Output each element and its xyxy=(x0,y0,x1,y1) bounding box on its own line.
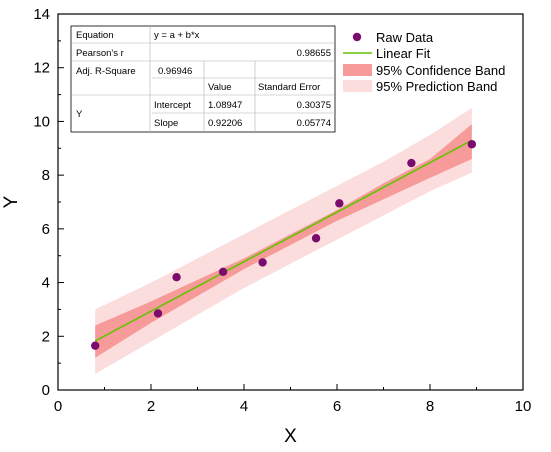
data-point xyxy=(258,258,267,267)
y-tick-label: 8 xyxy=(42,167,50,184)
legend-prediction-band-label: 95% Prediction Band xyxy=(376,79,497,94)
x-tick-label: 2 xyxy=(147,398,155,415)
fit-statistics-table: Equation y = a + b*x Pearson's r 0.98655… xyxy=(70,25,336,133)
y-tick-label: 10 xyxy=(33,113,50,130)
data-point xyxy=(172,273,181,282)
data-point xyxy=(153,309,163,318)
legend: Raw Data Linear Fit 95% Confidence Band … xyxy=(343,30,505,94)
legend-linear-fit-label: Linear Fit xyxy=(376,46,431,61)
data-point xyxy=(467,140,477,149)
stats-stderr-header: Standard Error xyxy=(258,82,320,93)
y-tick-label: 2 xyxy=(42,328,50,345)
stats-pearson-value: 0.98655 xyxy=(297,48,331,59)
x-tick-label: 0 xyxy=(54,398,62,415)
y-tick-label: 6 xyxy=(42,221,50,238)
fit-line-layer xyxy=(94,139,473,342)
stats-equation-label: Equation xyxy=(76,30,114,41)
stats-intercept-label: Intercept xyxy=(154,100,191,111)
y-tick-label: 4 xyxy=(42,275,50,292)
x-tick-label: 10 xyxy=(515,398,532,415)
stats-intercept-error: 0.30375 xyxy=(297,100,331,111)
linear-fit-line xyxy=(94,139,473,342)
stats-slope-label: Slope xyxy=(154,118,178,129)
stats-table-frame xyxy=(70,25,336,133)
stats-equation-value: y = a + b*x xyxy=(154,30,200,41)
legend-confidence-band-label: 95% Confidence Band xyxy=(376,63,505,78)
stats-adjr2-value: 0.96946 xyxy=(158,66,192,77)
stats-pearson-label: Pearson's r xyxy=(76,48,124,59)
stats-slope-value: 0.92206 xyxy=(208,118,242,129)
data-point xyxy=(311,234,321,243)
data-point xyxy=(218,267,228,277)
legend-prediction-band-swatch xyxy=(343,80,372,92)
legend-raw-data-marker xyxy=(352,32,362,42)
stats-value-header: Value xyxy=(208,82,232,93)
x-tick-label: 6 xyxy=(333,398,341,415)
legend-confidence-band-swatch xyxy=(343,64,372,76)
stats-row-label: Y xyxy=(76,109,83,120)
data-point xyxy=(91,341,100,350)
stats-intercept-value: 1.08947 xyxy=(208,100,242,111)
y-tick-label: 0 xyxy=(42,382,50,399)
points-layer xyxy=(91,140,477,350)
stats-slope-error: 0.05774 xyxy=(297,118,331,129)
x-tick-label: 4 xyxy=(240,398,248,415)
x-axis-title: X xyxy=(284,426,297,447)
y-tick-label: 12 xyxy=(33,60,50,77)
y-axis-title: Y xyxy=(1,195,22,208)
ticks-layer: 0 2 4 6 8 10 0 2 4 6 8 10 12 14 xyxy=(33,6,531,415)
legend-raw-data-label: Raw Data xyxy=(376,30,434,45)
x-tick-label: 8 xyxy=(426,398,434,415)
y-tick-label: 14 xyxy=(33,6,50,23)
stats-adjr2-label: Adj. R-Square xyxy=(76,66,136,77)
stats-table-grid xyxy=(71,26,335,132)
data-point xyxy=(335,199,344,208)
data-point xyxy=(407,158,416,168)
